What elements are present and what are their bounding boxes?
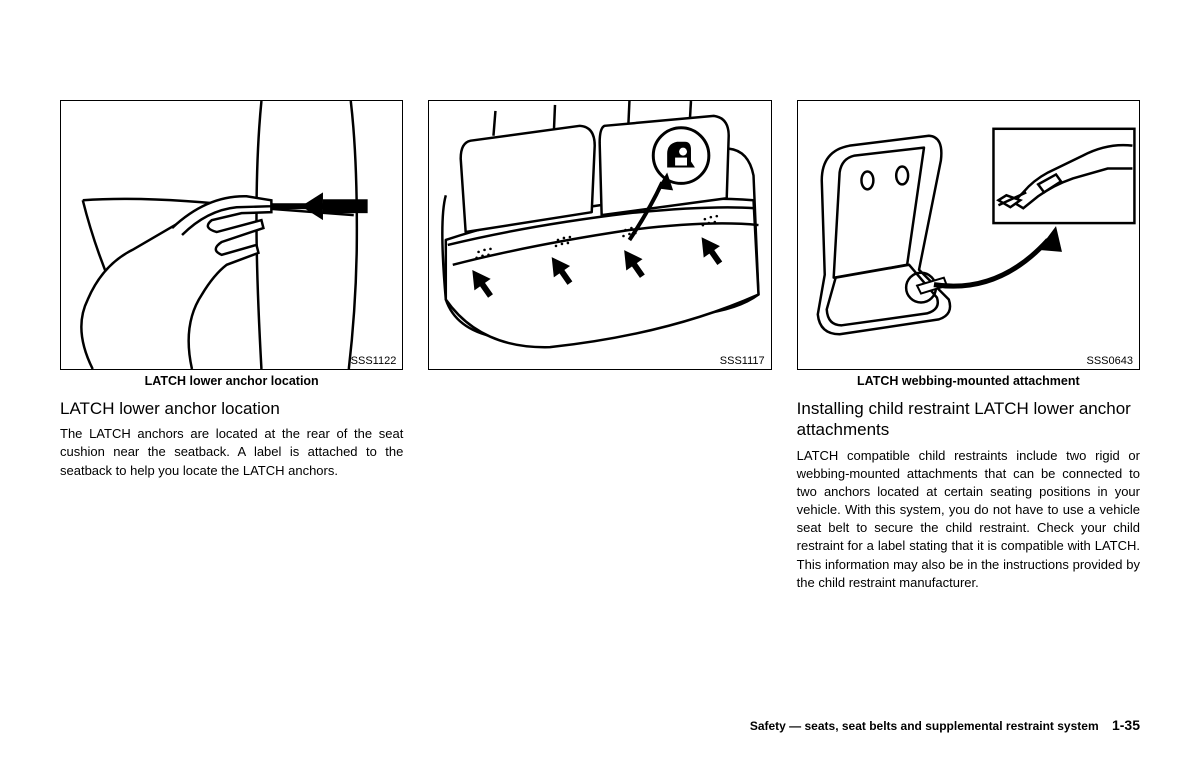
figure-id-left: SSS1122 (351, 355, 397, 367)
body-text-left: The LATCH anchors are located at the rea… (60, 425, 403, 480)
body-text-right: LATCH compatible child restraints includ… (797, 447, 1140, 593)
footer-section: Safety — seats, seat belts and supplemen… (750, 719, 1099, 733)
figure-caption-left: LATCH lower anchor location (60, 374, 403, 388)
column-left: SSS1122 LATCH lower anchor location LATC… (60, 100, 403, 592)
illustration-child-seat-webbing (798, 101, 1139, 369)
figure-latch-webbing-attachment: SSS0643 (797, 100, 1140, 370)
manual-page-columns: SSS1122 LATCH lower anchor location LATC… (60, 100, 1140, 592)
column-right: SSS0643 LATCH webbing-mounted attachment… (797, 100, 1140, 592)
subheading-right: Installing child restraint LATCH lower a… (797, 398, 1140, 441)
figure-caption-right: LATCH webbing-mounted attachment (797, 374, 1140, 388)
column-middle: SSS1117 (428, 100, 771, 592)
illustration-hand-anchor (61, 101, 402, 369)
page-footer: Safety — seats, seat belts and supplemen… (750, 717, 1140, 733)
figure-id-right: SSS0643 (1087, 355, 1133, 367)
footer-pagenum: 1-35 (1112, 717, 1140, 733)
subheading-left: LATCH lower anchor location (60, 398, 403, 419)
illustration-seat-anchors (429, 101, 770, 369)
figure-latch-seat-arrows: SSS1117 (428, 100, 771, 370)
figure-id-middle: SSS1117 (720, 355, 765, 367)
figure-latch-anchor-location: SSS1122 (60, 100, 403, 370)
